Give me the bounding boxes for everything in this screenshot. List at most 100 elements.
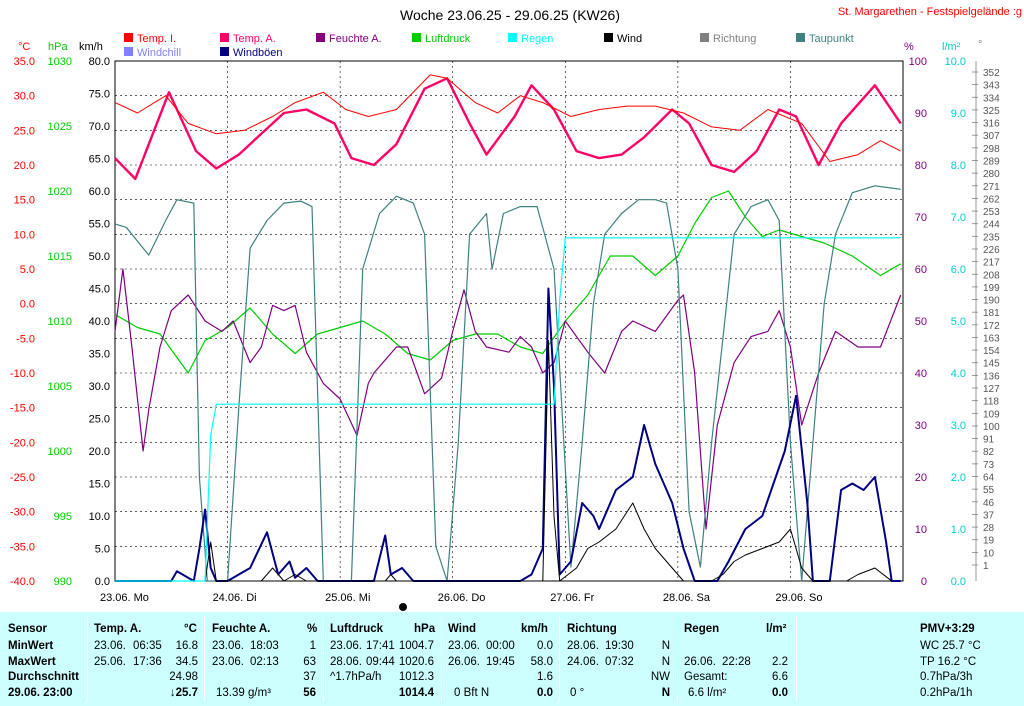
direction-tick-label: 154: [983, 346, 1000, 357]
humidity-tick-label: 20: [915, 472, 927, 484]
direction-tick-label: 352: [983, 68, 1000, 79]
avg-row-label: Durchschnitt: [8, 671, 79, 683]
direction-tick-label: 37: [983, 510, 995, 521]
pressure-trend-1h: 0.2hPa/1h: [920, 687, 973, 699]
series-line: [114, 190, 902, 374]
humidity-max-value: 63: [303, 656, 316, 668]
direction-tick-label: 28: [983, 523, 995, 534]
rain-max-date: 26.06.: [684, 656, 716, 668]
pressure-tick-label: 1010: [48, 316, 72, 328]
legend-swatch: [124, 47, 133, 56]
legend-label: Windböen: [233, 47, 283, 59]
wind-max-date: 26.06.: [448, 656, 480, 668]
legend-swatch: [220, 47, 229, 56]
direction-max-time: 07:32: [605, 656, 634, 668]
pressure-header: Luftdruck: [330, 623, 384, 635]
wind-tick-label: 60.0: [89, 186, 110, 198]
temp-tick-label: 20.0: [14, 160, 35, 172]
rain-tick-label: 4.0: [951, 368, 966, 380]
direction-tick-label: 172: [983, 321, 1000, 332]
pmv-header: PMV+3:29: [920, 623, 975, 635]
direction-tick-label: 109: [983, 409, 1000, 420]
pressure-trend: ^1.7hPa/h: [330, 671, 382, 683]
sensor-header: Sensor: [8, 623, 47, 635]
temp-tick-label: -35.0: [10, 541, 35, 553]
direction-tick-label: 100: [983, 422, 1000, 433]
temp-unit: °C: [184, 623, 197, 635]
wind-min-value: 0.0: [537, 640, 553, 652]
direction-tick-label: 244: [983, 220, 1000, 231]
humidity-avg-value: 37: [303, 671, 316, 683]
x-tick-label: 23.06. Mo: [100, 592, 149, 604]
legend-label: Richtung: [713, 33, 756, 45]
direction-tick-label: 118: [983, 397, 999, 408]
temp-tick-label: 5.0: [20, 264, 35, 276]
direction-tick-label: 199: [983, 283, 1000, 294]
direction-min-date: 28.06.: [567, 640, 599, 652]
direction-tick-label: 316: [983, 119, 1000, 130]
pressure-tick-label: 1015: [48, 251, 72, 263]
temp-min-time: 06:35: [133, 640, 162, 652]
temp-max-value: 34.5: [175, 656, 198, 668]
pressure-current-value: 1014.4: [398, 687, 434, 699]
wind-tick-label: 75.0: [89, 89, 110, 101]
legend-label: Luftdruck: [425, 33, 471, 45]
temp-current-value: ↓25.7: [169, 687, 198, 699]
direction-tick-label: 190: [983, 296, 1000, 307]
direction-tick-label: 82: [983, 447, 995, 458]
wind-min-time: 00:00: [486, 640, 515, 652]
direction-tick-label: 289: [983, 156, 1000, 167]
humidity-tick-label: 10: [915, 524, 927, 536]
temp-tick-label: -5.0: [16, 333, 35, 345]
rain-current-value: 0.0: [772, 687, 788, 699]
series-line: [114, 185, 901, 582]
direction-tick-label: 253: [983, 207, 1000, 218]
legend-label: Regen: [521, 33, 553, 45]
direction-tick-label: 64: [983, 473, 995, 484]
x-tick-label: 25.06. Mi: [325, 592, 370, 604]
direction-current-value: N: [661, 687, 670, 699]
rain-unit-label: l/m²: [942, 41, 961, 53]
pressure-max-date: 28.06.: [330, 656, 362, 668]
dewpoint-value: TP 16.2 °C: [920, 656, 977, 668]
temp-tick-label: -10.0: [10, 368, 35, 380]
temp-max-date: 25.06.: [94, 656, 126, 668]
direction-tick-label: 271: [983, 182, 1000, 193]
legend-swatch: [508, 33, 517, 42]
direction-tick-label: 334: [983, 93, 1000, 104]
rain-tick-label: 6.0: [951, 264, 966, 276]
wind-tick-label: 35.0: [89, 349, 110, 361]
legend-swatch: [316, 33, 325, 42]
wind-tick-label: 5.0: [95, 544, 110, 556]
series-line: [115, 237, 901, 582]
legend-label: Feuchte A.: [329, 33, 382, 45]
series-layer: [114, 74, 902, 582]
direction-tick-label: 145: [983, 359, 1000, 370]
wind-tick-label: 10.0: [89, 511, 110, 523]
rain-tick-label: 7.0: [951, 212, 966, 224]
legend-label: Wind: [617, 33, 642, 45]
rain-total-label: Gesamt:: [684, 671, 728, 683]
temp-max-time: 17:36: [133, 656, 162, 668]
min-row-label: MinWert: [8, 640, 54, 652]
direction-tick-label: 280: [983, 169, 1000, 180]
rain-sum: 6.6 l/m²: [688, 687, 727, 699]
direction-tick-label: 235: [983, 232, 1000, 243]
wind-max-value: 58.0: [530, 656, 553, 668]
series-line: [114, 74, 901, 162]
windchill-value: WC 25.7 °C: [920, 640, 981, 652]
pressure-tick-label: 1000: [48, 446, 72, 458]
direction-tick-label: 46: [983, 498, 995, 509]
x-tick-label: 29.06. So: [775, 592, 822, 604]
x-tick-label: 26.06. Do: [438, 592, 486, 604]
humidity-min-value: 1: [309, 640, 316, 652]
wind-tick-label: 40.0: [89, 316, 110, 328]
series-line: [114, 77, 902, 181]
direction-max-value: N: [661, 656, 670, 668]
x-tick-label: 24.06. Di: [213, 592, 257, 604]
rain-tick-label: 10.0: [945, 56, 966, 68]
humidity-tick-label: 0: [921, 576, 927, 588]
direction-min-time: 19:30: [605, 640, 634, 652]
temp-tick-label: -20.0: [10, 437, 35, 449]
direction-avg-value: NW: [650, 671, 670, 683]
